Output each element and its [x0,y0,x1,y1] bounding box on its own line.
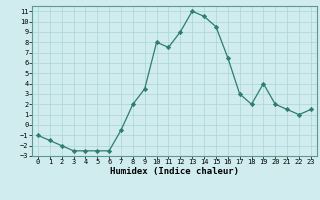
X-axis label: Humidex (Indice chaleur): Humidex (Indice chaleur) [110,167,239,176]
